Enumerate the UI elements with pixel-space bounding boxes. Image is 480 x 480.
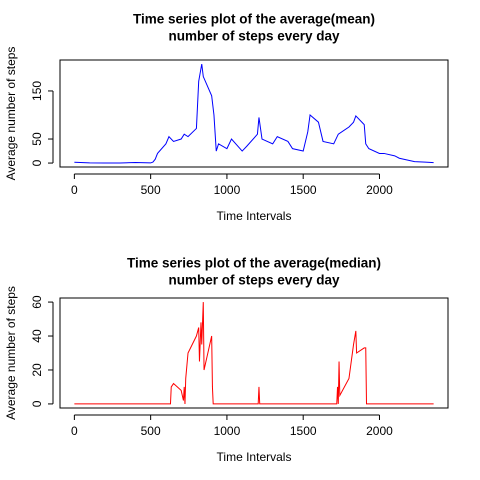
chart-title: Time series plot of the average(mean) — [133, 12, 375, 27]
plot-box — [59, 59, 449, 168]
y-axis-label: Average number of steps — [4, 286, 18, 420]
y-tick-label: 150 — [30, 81, 44, 101]
y-tick-label: 60 — [30, 295, 44, 309]
x-axis-label: Time Intervals — [217, 450, 292, 464]
chart-title: number of steps every day — [168, 273, 340, 288]
x-axis-label: Time Intervals — [217, 209, 292, 223]
y-tick-label: 50 — [30, 132, 44, 146]
chart-title: Time series plot of the average(median) — [127, 256, 381, 271]
x-tick-label: 0 — [71, 424, 78, 438]
x-tick-label: 1000 — [214, 183, 241, 197]
plot-box — [59, 297, 449, 409]
chart-title: number of steps every day — [168, 29, 340, 44]
y-tick-label: 40 — [30, 329, 44, 343]
x-tick-label: 1500 — [290, 424, 317, 438]
x-tick-label: 500 — [141, 183, 161, 197]
x-tick-label: 0 — [71, 183, 78, 197]
y-tick-label: 0 — [30, 400, 44, 407]
x-tick-label: 500 — [141, 424, 161, 438]
x-tick-label: 1000 — [214, 424, 241, 438]
y-tick-label: 20 — [30, 363, 44, 377]
x-tick-label: 2000 — [366, 183, 393, 197]
x-tick-label: 2000 — [366, 424, 393, 438]
data-line — [74, 63, 434, 164]
y-tick-label: 0 — [30, 159, 44, 166]
x-tick-label: 1500 — [290, 183, 317, 197]
data-line — [74, 302, 434, 405]
y-axis-label: Average number of steps — [4, 47, 18, 181]
